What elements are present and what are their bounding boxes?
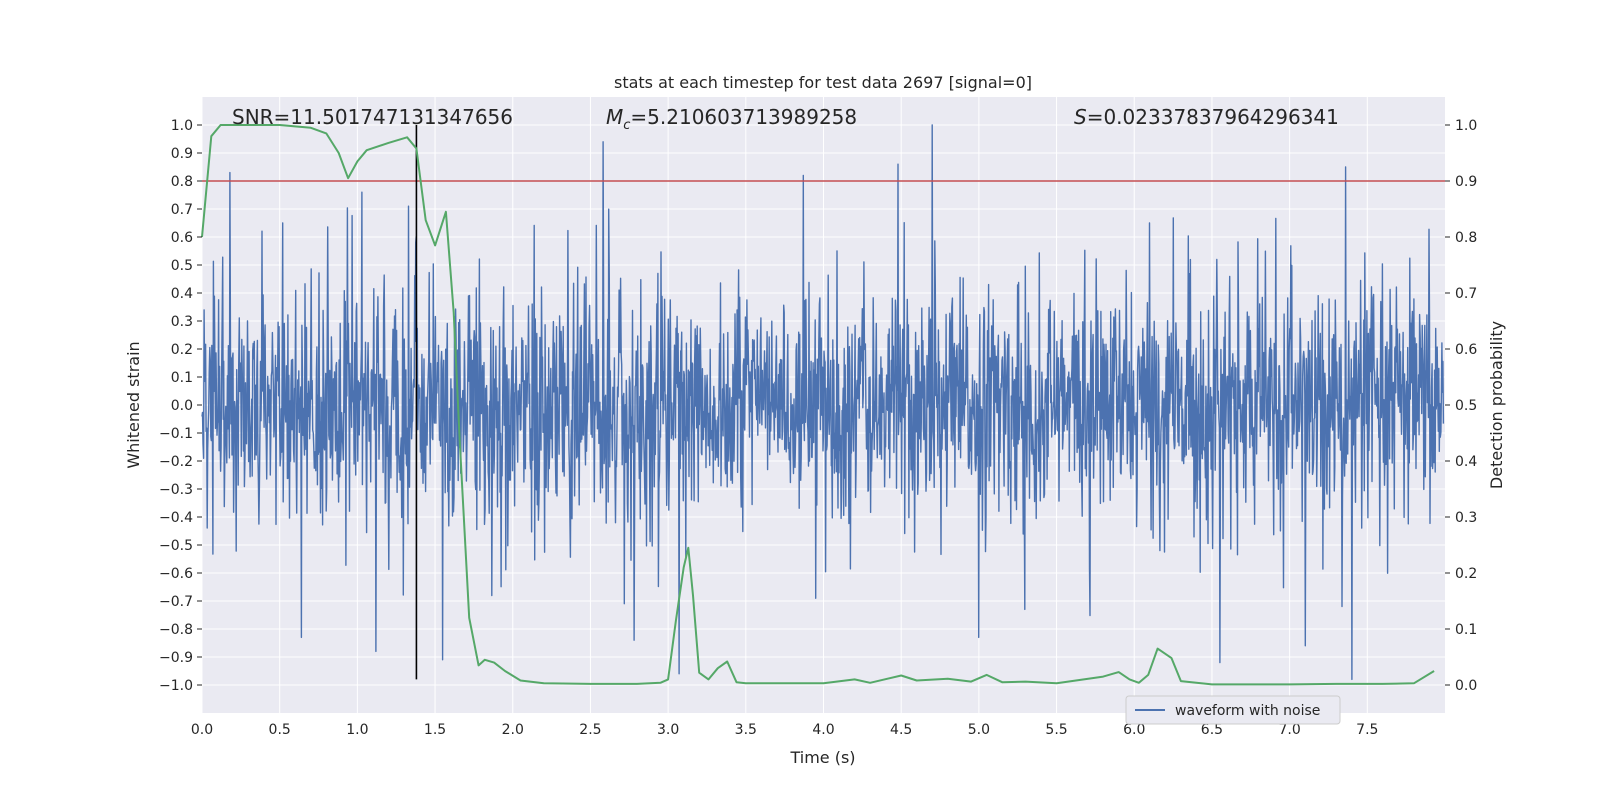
right-y-tick-label: 0.3 xyxy=(1455,510,1477,526)
left-y-tick-label: −0.2 xyxy=(159,454,193,470)
left-y-tick-label: 0.0 xyxy=(171,398,193,414)
right-y-tick-label: 0.9 xyxy=(1455,174,1477,190)
right-y-tick-label: 0.5 xyxy=(1455,398,1477,414)
x-tick-label: 6.5 xyxy=(1201,722,1223,738)
left-y-tick-label: 0.1 xyxy=(171,370,193,386)
left-y-tick-label: −0.4 xyxy=(159,510,193,526)
left-y-tick-label: 0.8 xyxy=(171,174,193,190)
left-y-tick-label: −0.5 xyxy=(159,538,193,554)
s-symbol: S xyxy=(1074,105,1087,129)
legend-label-waveform: waveform with noise xyxy=(1175,703,1320,719)
chirp-mass-subscript: c xyxy=(623,118,630,133)
x-tick-label: 1.0 xyxy=(346,722,368,738)
left-y-tick-label: 1.0 xyxy=(171,118,193,134)
right-y-tick-label: 0.0 xyxy=(1455,678,1477,694)
right-y-tick-label: 0.7 xyxy=(1455,286,1477,302)
x-tick-label: 6.0 xyxy=(1123,722,1145,738)
chart-title: stats at each timestep for test data 269… xyxy=(614,73,1032,92)
left-y-tick-label: −0.9 xyxy=(159,650,193,666)
x-tick-label: 2.0 xyxy=(502,722,524,738)
right-y-tick-label: 0.6 xyxy=(1455,342,1477,358)
right-y-axis-label: Detection probability xyxy=(1487,321,1506,489)
x-tick-label: 4.5 xyxy=(890,722,912,738)
x-tick-label: 2.5 xyxy=(579,722,601,738)
left-y-axis-ticks: 1.0 0.9 0.8 0.7 0.6 0.5 0.4 0.3 0.2 0.1 0.0 −0.1 −0.… xyxy=(159,118,202,694)
x-tick-label: 7.5 xyxy=(1356,722,1378,738)
x-axis-ticks: 0.0 0.5 1.0 1.5 2.0 2.5 3.0 3.5 4.0 4.5 5.0 5.5 6.0 6… xyxy=(191,722,1379,738)
left-y-tick-label: −0.7 xyxy=(159,594,193,610)
x-tick-label: 4.0 xyxy=(812,722,834,738)
right-y-tick-label: 0.4 xyxy=(1455,454,1477,470)
x-tick-label: 1.5 xyxy=(424,722,446,738)
right-y-tick-label: 0.1 xyxy=(1455,622,1477,638)
left-y-tick-label: −0.8 xyxy=(159,622,193,638)
detection-probability-line xyxy=(201,124,1435,686)
waveform-series xyxy=(201,124,1445,681)
x-tick-label: 7.0 xyxy=(1278,722,1300,738)
chirp-mass-value: =5.210603713989258 xyxy=(630,105,857,129)
chirp-mass-symbol: M xyxy=(606,105,623,129)
left-y-tick-label: 0.7 xyxy=(171,202,193,218)
x-tick-label: 3.0 xyxy=(657,722,679,738)
left-y-tick-label: 0.4 xyxy=(171,286,193,302)
left-y-axis-label: Whitened strain xyxy=(124,341,143,468)
x-axis-label: Time (s) xyxy=(789,748,855,767)
chirp-mass-annotation: Mc=5.210603713989258 xyxy=(606,105,857,133)
x-tick-label: 0.0 xyxy=(191,722,213,738)
snr-annotation: SNR=11.501747131347656 xyxy=(232,105,513,129)
right-y-tick-label: 0.2 xyxy=(1455,566,1477,582)
x-tick-label: 5.5 xyxy=(1045,722,1067,738)
legend-box xyxy=(1125,695,1341,725)
left-y-tick-label: 0.6 xyxy=(171,230,193,246)
left-y-tick-label: −0.6 xyxy=(159,566,193,582)
left-y-tick-label: 0.2 xyxy=(171,342,193,358)
overlay-lines xyxy=(201,124,1445,686)
x-tick-label: 3.5 xyxy=(735,722,757,738)
right-y-tick-label: 0.8 xyxy=(1455,230,1477,246)
right-y-tick-label: 1.0 xyxy=(1455,118,1477,134)
left-y-tick-label: −0.1 xyxy=(159,426,193,442)
right-y-axis-ticks: 1.0 0.9 0.8 0.7 0.6 0.5 0.4 0.3 0.2 0.1 0.0 xyxy=(1445,118,1477,694)
legend: waveform with noise xyxy=(1125,695,1341,725)
waveform-line xyxy=(201,124,1445,681)
s-annotation: S=0.02337837964296341 xyxy=(1074,105,1339,129)
left-y-tick-label: 0.3 xyxy=(171,314,193,330)
left-y-tick-label: 0.9 xyxy=(171,146,193,162)
left-y-tick-label: 0.5 xyxy=(171,258,193,274)
s-value: =0.02337837964296341 xyxy=(1087,105,1339,129)
left-y-tick-label: −0.3 xyxy=(159,482,193,498)
x-tick-label: 5.0 xyxy=(968,722,990,738)
x-tick-label: 0.5 xyxy=(269,722,291,738)
left-y-tick-label: −1.0 xyxy=(159,678,193,694)
